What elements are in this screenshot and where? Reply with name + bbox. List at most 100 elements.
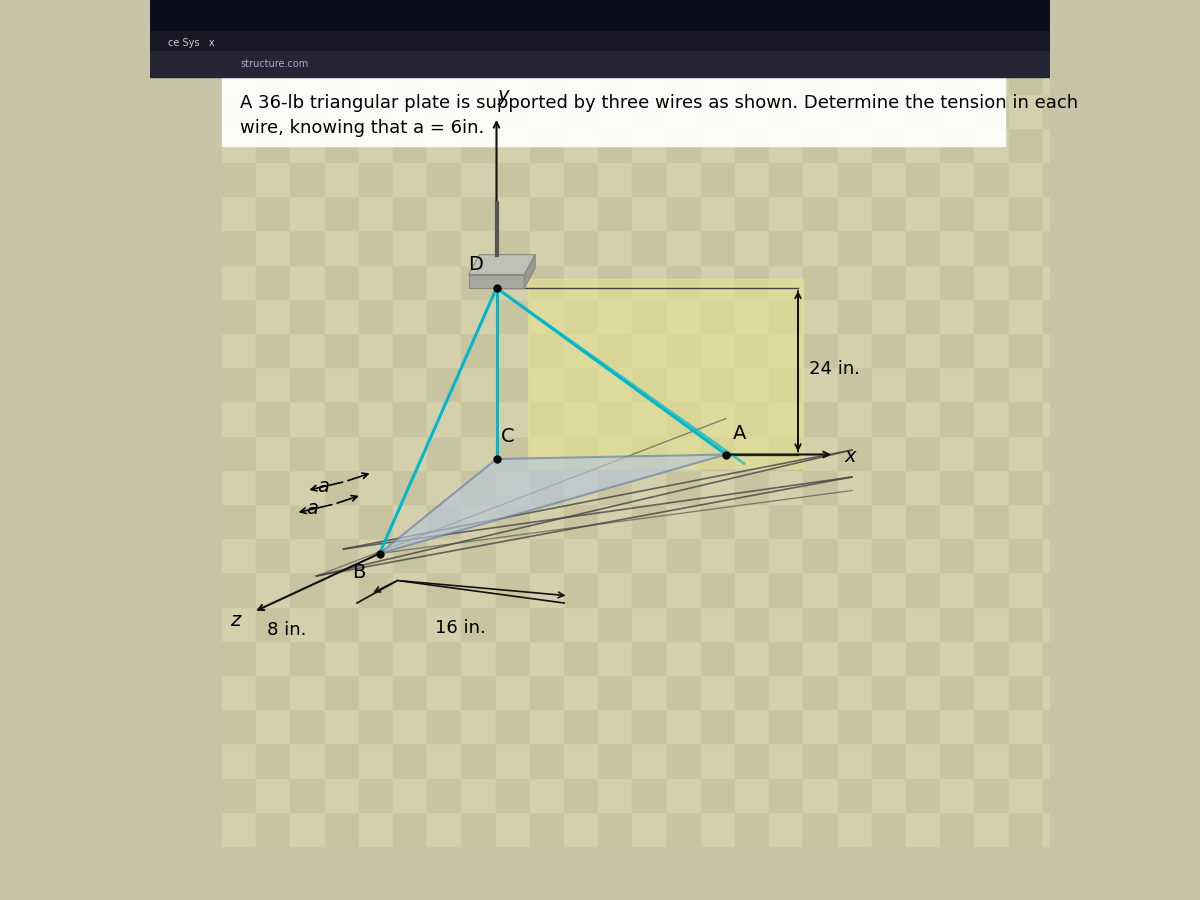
Bar (871, 0, 906, 25)
Bar (1043, 230, 1076, 265)
Bar (1008, 572, 1043, 607)
Bar (804, 265, 838, 299)
Bar (701, 778, 734, 812)
Bar (769, 401, 804, 436)
Bar (632, 572, 667, 607)
Bar (1043, 470, 1076, 504)
Bar (804, 25, 838, 59)
Bar (871, 538, 906, 572)
Bar (427, 265, 461, 299)
Bar (222, 0, 257, 25)
Bar (906, 641, 941, 675)
Bar (906, 196, 941, 230)
Bar (257, 675, 290, 709)
Bar (804, 94, 838, 128)
Bar (838, 538, 871, 572)
Bar (667, 299, 701, 333)
Bar (1043, 572, 1076, 607)
Bar (599, 812, 632, 846)
Bar (667, 162, 701, 196)
Bar (769, 675, 804, 709)
Bar (941, 812, 974, 846)
Bar (427, 812, 461, 846)
Bar (906, 572, 941, 607)
Bar (564, 675, 598, 709)
Bar (804, 675, 838, 709)
Bar (906, 25, 941, 59)
Bar (701, 333, 734, 367)
Bar (564, 196, 598, 230)
Bar (769, 25, 804, 59)
Bar (1008, 299, 1043, 333)
Bar (462, 367, 496, 401)
Bar (462, 470, 496, 504)
Bar (734, 709, 769, 743)
Bar (530, 812, 564, 846)
Bar (906, 230, 941, 265)
Bar (427, 675, 461, 709)
Bar (667, 0, 701, 25)
Bar (974, 25, 1008, 59)
Bar (941, 128, 974, 162)
Bar (290, 709, 324, 743)
Bar (734, 333, 769, 367)
Bar (871, 607, 906, 641)
Bar (222, 436, 257, 470)
Bar (1043, 333, 1076, 367)
Bar (530, 333, 564, 367)
Bar (941, 162, 974, 196)
Bar (427, 538, 461, 572)
Bar (257, 401, 290, 436)
Bar (324, 470, 359, 504)
Bar (599, 401, 632, 436)
Bar (906, 812, 941, 846)
Bar (974, 401, 1008, 436)
Bar (324, 709, 359, 743)
Bar (462, 538, 496, 572)
Bar (290, 333, 324, 367)
Bar (564, 59, 598, 94)
Bar (324, 812, 359, 846)
Bar (427, 470, 461, 504)
Bar (530, 778, 564, 812)
Bar (974, 299, 1008, 333)
Bar (906, 333, 941, 367)
Bar (974, 230, 1008, 265)
Bar (394, 94, 427, 128)
Bar (804, 196, 838, 230)
Bar (257, 743, 290, 778)
Bar (701, 436, 734, 470)
Bar (564, 230, 598, 265)
Bar (1043, 504, 1076, 538)
Bar (222, 83, 1006, 846)
Bar (871, 778, 906, 812)
Bar (324, 675, 359, 709)
Polygon shape (379, 454, 726, 554)
Bar (222, 59, 257, 94)
Bar (871, 299, 906, 333)
Bar (1008, 25, 1043, 59)
Bar (804, 59, 838, 94)
Bar (838, 572, 871, 607)
Bar (1078, 641, 1111, 675)
Bar (871, 401, 906, 436)
Text: wire, knowing that a = 6in.: wire, knowing that a = 6in. (240, 119, 485, 137)
Bar (804, 401, 838, 436)
Bar (462, 162, 496, 196)
Bar (632, 607, 667, 641)
Bar (564, 162, 598, 196)
Bar (496, 59, 530, 94)
Bar (290, 196, 324, 230)
Bar (599, 470, 632, 504)
Bar (564, 743, 598, 778)
Bar (769, 812, 804, 846)
Bar (222, 299, 257, 333)
Bar (222, 196, 257, 230)
Text: ce Sys   x: ce Sys x (168, 38, 215, 48)
Bar (462, 675, 496, 709)
Bar (1043, 162, 1076, 196)
Bar (1043, 0, 1076, 25)
Bar (701, 675, 734, 709)
Bar (906, 675, 941, 709)
Bar (906, 0, 941, 25)
